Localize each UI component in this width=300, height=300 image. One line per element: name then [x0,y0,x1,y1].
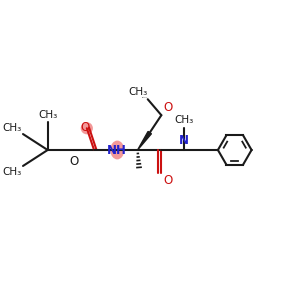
Ellipse shape [110,141,124,159]
Text: CH₃: CH₃ [2,167,22,177]
Text: O: O [69,155,78,168]
Text: NH: NH [107,143,127,157]
Text: CH₃: CH₃ [174,115,194,125]
Text: CH₃: CH₃ [38,110,57,120]
Text: methoxy: methoxy [142,97,148,98]
Polygon shape [138,131,152,150]
Text: CH₃: CH₃ [128,87,148,97]
Text: O: O [164,101,173,114]
Ellipse shape [81,122,93,134]
Text: N: N [179,134,189,147]
Text: CH₃: CH₃ [2,123,22,133]
Text: O: O [81,121,90,134]
Text: O: O [164,174,173,187]
